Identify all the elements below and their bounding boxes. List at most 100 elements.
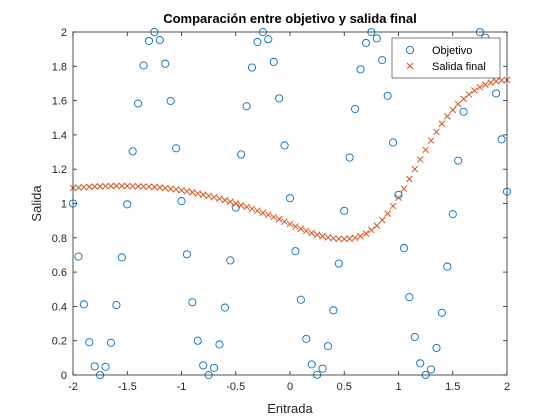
data-point-salida-final (248, 205, 256, 213)
data-point-objetivo (448, 210, 457, 219)
data-point-salida-final (476, 83, 484, 91)
data-point-objetivo (372, 34, 381, 43)
data-point-salida-final (438, 120, 446, 128)
data-point-salida-final (102, 182, 109, 190)
data-point-salida-final (384, 210, 392, 217)
data-point-objetivo (264, 35, 273, 44)
y-tick-label: 0.6 (52, 267, 67, 279)
data-point-salida-final (243, 203, 250, 211)
data-point-salida-final (411, 165, 419, 173)
data-point-objetivo (285, 194, 295, 203)
data-point-objetivo (275, 94, 284, 103)
data-point-salida-final (313, 231, 321, 239)
data-point-objetivo (253, 37, 262, 46)
data-point-salida-final (194, 190, 202, 197)
data-point-salida-final (351, 234, 359, 242)
data-point-objetivo (182, 250, 191, 259)
data-point-salida-final (416, 156, 424, 163)
data-point-salida-final (368, 226, 375, 234)
data-point-objetivo (356, 65, 365, 74)
data-point-objetivo (199, 361, 208, 370)
data-point-salida-final (134, 182, 142, 190)
data-point-objetivo (209, 363, 219, 372)
plot-area (73, 32, 507, 375)
data-point-salida-final (210, 193, 218, 201)
data-point-objetivo (361, 38, 371, 48)
data-point-objetivo (497, 135, 506, 144)
data-point-objetivo (139, 61, 148, 70)
data-point-salida-final (151, 183, 158, 191)
data-point-salida-final (308, 229, 316, 237)
data-point-objetivo (405, 293, 414, 302)
data-point-salida-final (324, 234, 332, 241)
data-point-salida-final (330, 234, 337, 242)
data-point-salida-final (113, 182, 120, 190)
data-point-salida-final (270, 213, 278, 221)
data-point-salida-final (471, 87, 478, 94)
data-point-salida-final (335, 235, 343, 243)
data-point-salida-final (302, 227, 310, 235)
data-point-salida-final (292, 223, 299, 230)
x-tick-label: 2 (504, 381, 510, 393)
data-point-salida-final (232, 200, 240, 207)
data-point-objetivo (459, 107, 468, 116)
data-point-objetivo (90, 362, 99, 371)
data-point-objetivo (410, 332, 419, 341)
data-point-objetivo (79, 300, 88, 309)
data-point-salida-final (140, 183, 147, 190)
y-tick-label: 0.8 (52, 233, 67, 245)
data-point-objetivo (443, 262, 452, 271)
data-point-salida-final (400, 185, 408, 192)
data-point-objetivo (307, 360, 316, 369)
data-point-objetivo (383, 91, 392, 100)
data-point-salida-final (96, 182, 104, 190)
data-point-salida-final (264, 211, 272, 219)
data-point-objetivo (394, 190, 403, 199)
data-point-objetivo (389, 138, 398, 147)
data-point-objetivo (177, 197, 186, 206)
data-point-objetivo (334, 259, 343, 268)
data-point-salida-final (433, 128, 440, 136)
chart-title: Comparación entre objetivo y salida fina… (163, 11, 417, 26)
legend-label-objetivo: Objetivo (432, 45, 472, 57)
data-point-objetivo (242, 102, 251, 111)
data-point-salida-final (237, 201, 245, 209)
data-point-objetivo (144, 36, 153, 45)
y-axis-title: Salida (29, 185, 44, 222)
data-point-salida-final (362, 230, 370, 237)
data-point-salida-final (422, 146, 429, 154)
data-point-salida-final (129, 182, 137, 190)
data-point-objetivo (226, 256, 235, 265)
y-tick-label: 1 (61, 199, 67, 211)
data-point-salida-final (188, 188, 196, 196)
data-point-objetivo (416, 359, 425, 368)
data-point-objetivo (172, 144, 181, 153)
axes: -2 -1.5 -1 -0.5 0 0.5 1 1.5 2 0 0.2 0.4 0.6 0.8 1 1.2 1.… (52, 27, 510, 393)
x-tick-label: -1.5 (118, 381, 137, 393)
data-point-objetivo (432, 343, 441, 352)
data-point-objetivo (437, 308, 446, 317)
y-tick-label: 0.4 (52, 301, 67, 313)
data-point-objetivo (161, 59, 170, 68)
x-tick-label: 1.5 (445, 381, 460, 393)
data-layer (68, 27, 512, 380)
data-point-objetivo (188, 298, 197, 307)
data-point-objetivo (378, 56, 387, 65)
data-point-salida-final (346, 235, 354, 243)
data-point-salida-final (319, 232, 326, 240)
legend-marker-salida-final (406, 62, 414, 70)
data-point-salida-final (281, 218, 288, 226)
data-point-objetivo (399, 244, 408, 253)
data-point-objetivo (112, 300, 121, 310)
y-tick-label: 1.4 (52, 130, 67, 142)
data-point-objetivo (454, 156, 463, 165)
data-point-salida-final (259, 209, 267, 217)
data-point-objetivo (345, 153, 354, 162)
data-point-salida-final (357, 232, 364, 240)
data-point-salida-final (454, 100, 462, 108)
data-point-salida-final (123, 182, 131, 190)
legend: Objetivo Salida final (391, 37, 501, 79)
y-tick-label: 0.2 (52, 336, 67, 348)
data-point-objetivo (193, 336, 202, 345)
data-point-salida-final (487, 79, 495, 86)
